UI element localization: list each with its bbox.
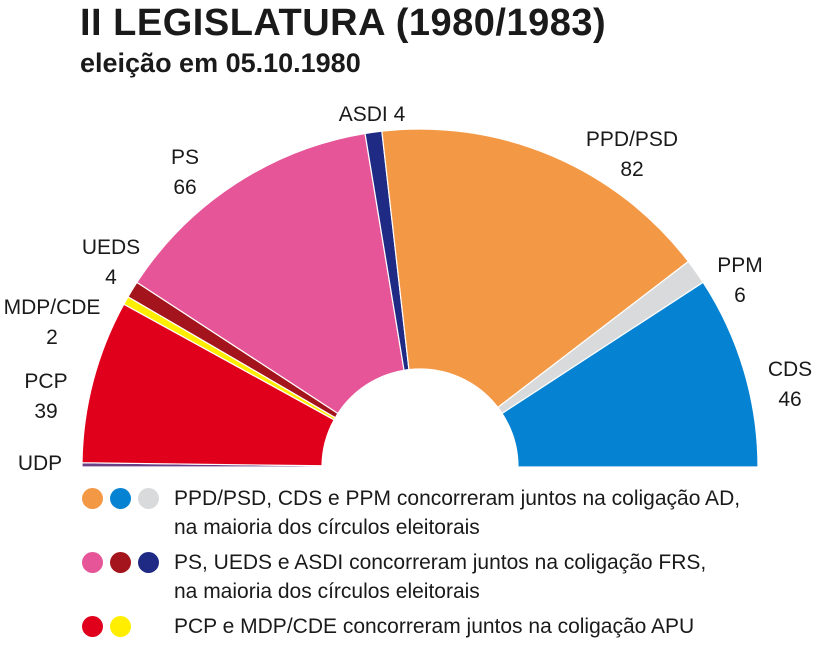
slice-ps (136, 132, 405, 415)
label-party-mdp-cde: MDP/CDE (4, 296, 101, 319)
label-seats-ppd-psd: 82 (620, 158, 643, 181)
legend-dot-ps (82, 552, 103, 573)
legend-dots (82, 612, 174, 637)
legend-line: PS, UEDS e ASDI concorreram juntos na co… (174, 551, 707, 574)
legend-row-apu: PCP e MDP/CDE concorreram juntos na coli… (82, 612, 817, 641)
legend: PPD/PSD, CDS e PPM concorreram juntos na… (82, 484, 817, 647)
legend-text: PPD/PSD, CDS e PPM concorreram juntos na… (174, 484, 740, 542)
legend-line: PPD/PSD, CDS e PPM concorreram juntos na… (174, 487, 741, 510)
label-seats-pcp: 39 (34, 400, 57, 423)
legend-dot-ppm (138, 488, 159, 509)
label-party-udp: UDP (18, 452, 62, 475)
chart-title: II LEGISLATURA (1980/1983) (80, 2, 607, 44)
slice-cds (501, 281, 759, 468)
label-party-pcp: PCP (24, 370, 67, 393)
label-seats-ppm: 6 (734, 284, 746, 307)
label-party-ps: PS (171, 146, 199, 169)
legend-dots (82, 548, 174, 573)
label-seats-ps: 66 (173, 176, 196, 199)
legend-text: PCP e MDP/CDE concorreram juntos na coli… (174, 612, 694, 641)
legend-dot-asdi (138, 552, 159, 573)
label-party-ppm: PPM (717, 254, 763, 277)
legend-dot-cds (110, 488, 131, 509)
legend-row-frs: PS, UEDS e ASDI concorreram juntos na co… (82, 548, 817, 606)
slice-ppd-psd (381, 128, 690, 409)
slice-pcp (81, 303, 335, 467)
label-seats-mdp-cde: 2 (46, 326, 58, 349)
legend-dot-mdp-cde (110, 616, 131, 637)
legend-dot-ueds (110, 552, 131, 573)
legend-line: na maioria dos círculos eleitorais (174, 516, 480, 539)
legend-dot-ppd-psd (82, 488, 103, 509)
label-party-ueds: UEDS (82, 236, 140, 259)
legend-dot-pcp (82, 616, 103, 637)
legend-line: na maioria dos círculos eleitorais (174, 580, 480, 603)
label-seats-cds: 46 (778, 388, 801, 411)
legend-text: PS, UEDS e ASDI concorreram juntos na co… (174, 548, 706, 606)
chart-subtitle: eleição em 05.10.1980 (80, 48, 361, 78)
legend-line: PCP e MDP/CDE concorreram juntos na coli… (174, 615, 695, 638)
legend-dots (82, 484, 174, 509)
label-party-cds: CDS (768, 358, 812, 381)
legend-row-ad: PPD/PSD, CDS e PPM concorreram juntos na… (82, 484, 817, 542)
label-party-ppd-psd: PPD/PSD (586, 128, 678, 151)
label-party-asdi: ASDI 4 (339, 103, 406, 126)
label-seats-ueds: 4 (105, 266, 117, 289)
